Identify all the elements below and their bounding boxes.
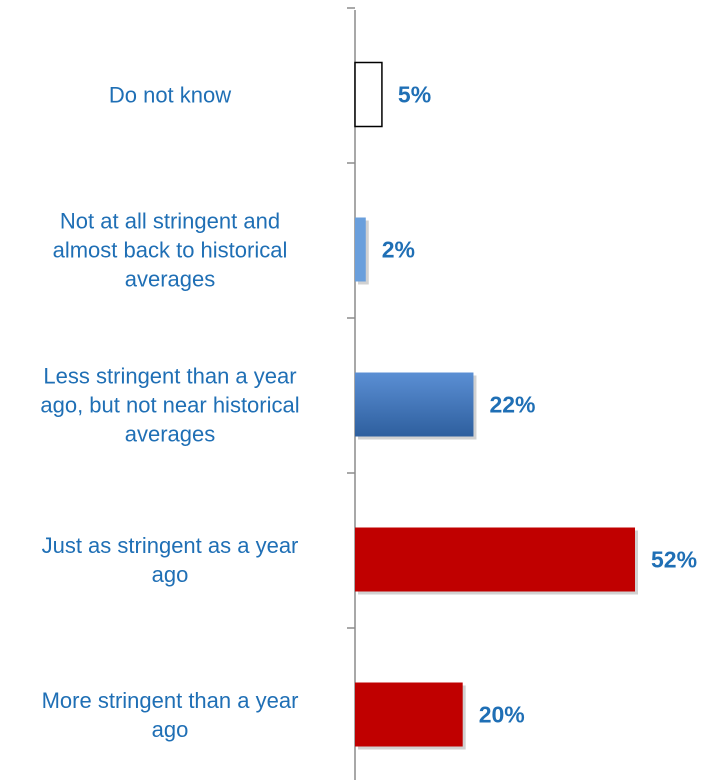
- category-label-0: Do not know: [0, 80, 340, 109]
- category-label-4: More stringent than a year ago: [0, 686, 340, 744]
- category-label-line: averages: [124, 421, 216, 446]
- category-label-line: ago, but not near historical: [40, 392, 300, 417]
- category-label-line: ago: [151, 716, 189, 742]
- bar-2: [355, 372, 474, 437]
- category-label-line: Just as stringent as a year: [41, 532, 299, 558]
- bars: [354, 61, 638, 750]
- value-label-2: 22%: [489, 392, 535, 418]
- category-label-3: Just as stringent as a year ago: [0, 531, 340, 589]
- value-label-1: 2%: [382, 237, 415, 263]
- value-labels: 5% 2% 22% 52% 20%: [382, 82, 697, 728]
- category-label-line: averages: [124, 266, 216, 291]
- value-label-0: 5%: [398, 82, 431, 108]
- value-label-4: 20%: [479, 702, 525, 728]
- bar-0: [354, 61, 383, 128]
- category-label-line: Do not know: [108, 82, 232, 107]
- category-label-line: ago: [151, 561, 189, 587]
- bar-4: [355, 682, 463, 747]
- category-label-1: Not at all stringent and almost back to h…: [0, 206, 340, 293]
- category-label-line: More stringent than a year: [41, 687, 299, 713]
- category-label-2: Less stringent than a year ago, but not n…: [0, 361, 340, 448]
- category-label-line: Not at all stringent and: [59, 208, 281, 233]
- category-label-line: Less stringent than a year: [43, 363, 297, 388]
- category-label-line: almost back to historical: [52, 237, 288, 262]
- bar-1: [355, 217, 366, 282]
- y-axis: [347, 7, 356, 780]
- value-label-3: 52%: [651, 547, 697, 573]
- bar-3: [355, 527, 635, 592]
